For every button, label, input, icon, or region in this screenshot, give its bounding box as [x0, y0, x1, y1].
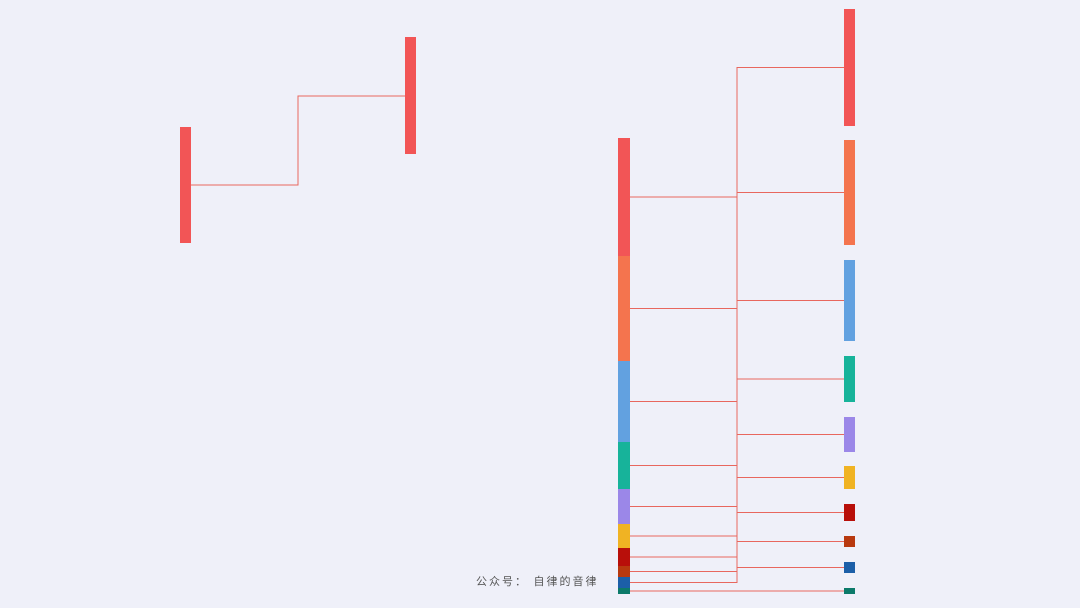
watermark: 公众号： 自律的音律 [476, 574, 599, 588]
source-segment [618, 566, 630, 577]
target-bar [844, 504, 855, 521]
link [630, 477, 844, 537]
link [630, 541, 844, 572]
source-segment [618, 361, 630, 442]
source-segment [618, 524, 630, 548]
target-bar [844, 536, 855, 547]
target-bar [844, 140, 855, 245]
shapes [180, 9, 855, 594]
source-segment [618, 138, 630, 256]
link [630, 567, 844, 583]
node-bar [180, 127, 191, 243]
target-bar [844, 417, 855, 452]
link [630, 192, 844, 309]
target-bar [844, 9, 855, 126]
target-bar [844, 356, 855, 402]
source-segment [618, 256, 630, 361]
link [630, 378, 844, 466]
link [630, 67, 844, 198]
target-bar [844, 466, 855, 489]
target-bar [844, 260, 855, 341]
link [630, 300, 844, 402]
source-segment [618, 442, 630, 489]
source-segment [618, 588, 630, 594]
source-segment [618, 548, 630, 566]
source-segment [618, 577, 630, 588]
link [191, 95, 405, 186]
source-segment [618, 489, 630, 524]
link [630, 512, 844, 558]
target-bar [844, 588, 855, 594]
target-bar [844, 562, 855, 573]
link [630, 434, 844, 507]
node-bar [405, 37, 416, 154]
